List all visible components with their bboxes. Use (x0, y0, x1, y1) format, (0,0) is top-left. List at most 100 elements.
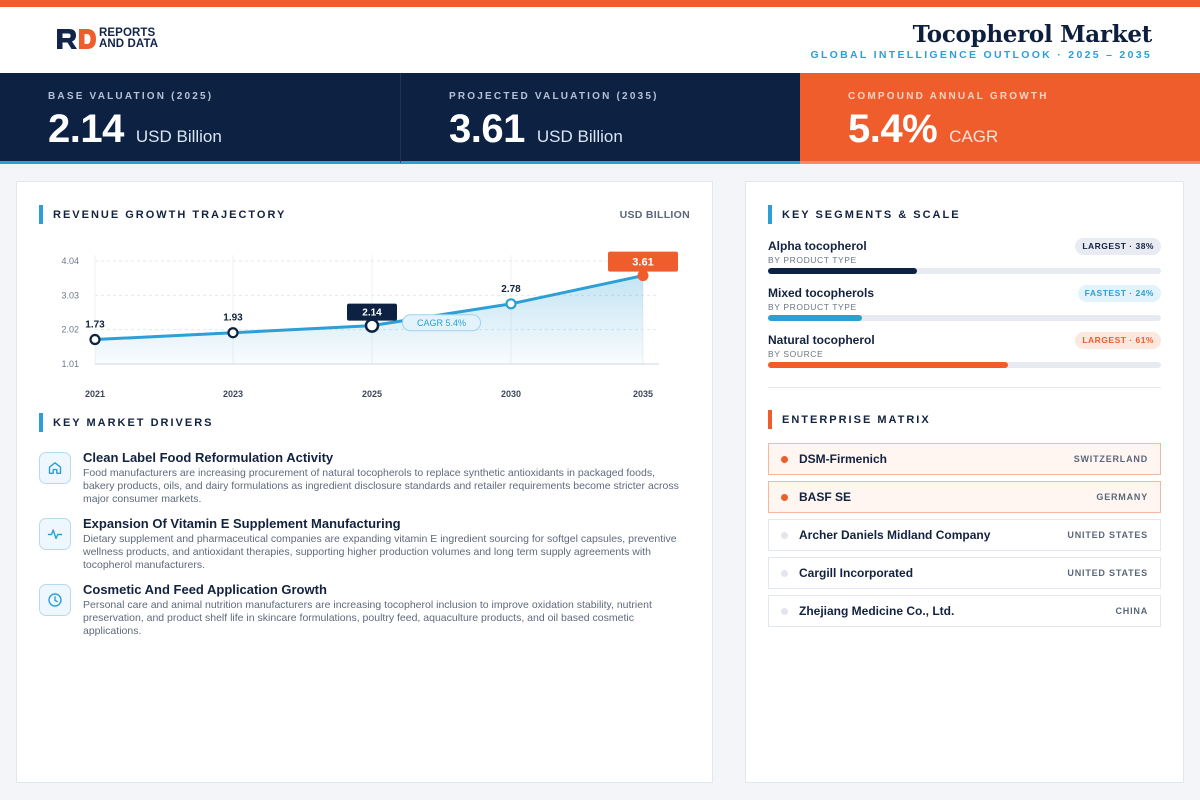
trajectory-title: REVENUE GROWTH TRAJECTORY (53, 208, 287, 221)
driver-description: Personal care and animal nutrition manuf… (83, 599, 652, 638)
driver-item: Clean Label Food Reformulation Activity … (39, 450, 689, 516)
company-country: UNITED STATES (1067, 530, 1148, 540)
segments-heading: KEY SEGMENTS & SCALE (768, 205, 961, 224)
kpi-unit: USD Billion (135, 127, 222, 146)
company-row: Zhejiang Medicine Co., Ltd. CHINA (768, 595, 1161, 627)
segment-category: BY PRODUCT TYPE (768, 302, 857, 312)
driver-title: Clean Label Food Reformulation Activity (83, 450, 334, 465)
segment-share-fill (768, 315, 863, 321)
matrix-title: ENTERPRISE MATRIX (782, 413, 931, 426)
segments-list: Alpha tocopherol BY PRODUCT TYPE LARGEST… (768, 238, 1161, 379)
data-point (227, 327, 239, 339)
page-header: REPORTS AND DATA Tocopherol Market GLOBA… (0, 7, 1200, 73)
drivers-heading: KEY MARKET DRIVERS (39, 413, 213, 432)
logo-line-1: REPORTS (99, 27, 156, 39)
trajectory-card: REVENUE GROWTH TRAJECTORY USD BILLION 4.… (16, 181, 713, 783)
driver-description: Food manufacturers are increasing procur… (83, 467, 679, 506)
section-accent-bar (39, 413, 43, 432)
segment-category: BY SOURCE (768, 349, 824, 359)
page-title: Tocopherol Market (912, 21, 1153, 48)
segment-share-track (768, 268, 1161, 274)
kpi-base-valuation: BASE VALUATION (2025) 2.14 USD Billion (0, 73, 400, 164)
segment-name: Alpha tocopherol (768, 239, 867, 253)
driver-title: Expansion Of Vitamin E Supplement Manufa… (83, 516, 401, 531)
data-point (505, 298, 517, 310)
company-name: Archer Daniels Midland Company (799, 528, 991, 542)
chart-area-fill (95, 275, 643, 364)
x-tick-label: 2035 (633, 389, 653, 399)
section-accent-bar (39, 205, 43, 224)
x-tick-label: 2025 (362, 389, 382, 399)
top-accent-strip (0, 0, 1200, 7)
data-point (637, 270, 649, 282)
y-tick-label: 3.03 (61, 290, 79, 300)
y-tick-label: 2.02 (61, 325, 79, 335)
revenue-line-chart: 4.04 3.03 2.02 1.01 2021 2023 2025 2030 2035 CAGR… (61, 251, 678, 399)
trajectory-heading: REVENUE GROWTH TRAJECTORY (39, 205, 286, 224)
segment-share-track (768, 315, 1161, 321)
data-label: 3.61 (632, 257, 653, 269)
segments-title: KEY SEGMENTS & SCALE (782, 208, 961, 221)
x-tick-label: 2030 (501, 389, 521, 399)
segment-item: Alpha tocopherol BY PRODUCT TYPE LARGEST… (768, 238, 1161, 285)
activity-icon (39, 518, 71, 550)
chart-unit-label: USD BILLION (619, 209, 690, 221)
kpi-label: PROJECTED VALUATION (2035) (449, 91, 659, 102)
data-label: 1.93 (223, 313, 243, 324)
kpi-value: 3.61 (449, 107, 525, 151)
brand-logo: REPORTS AND DATA (55, 27, 158, 51)
company-name: Cargill Incorporated (799, 566, 914, 580)
home-icon (39, 452, 71, 484)
company-name: BASF SE (799, 490, 852, 504)
segment-badge: FASTEST · 24% (1077, 285, 1161, 302)
company-name: Zhejiang Medicine Co., Ltd. (799, 604, 955, 618)
segment-share-fill (768, 362, 1008, 368)
data-label: 2.78 (501, 284, 521, 295)
data-point (364, 318, 380, 333)
company-name: DSM-Firmenich (799, 452, 888, 466)
segment-name: Natural tocopherol (768, 333, 875, 347)
segment-share-fill (768, 268, 918, 274)
enterprise-matrix: DSM-Firmenich SWITZERLAND BASF SE GERMAN… (768, 443, 1161, 633)
final-value-callout (608, 251, 678, 272)
data-label: 2.14 (362, 308, 382, 319)
company-marker (781, 456, 788, 463)
company-country: CHINA (1115, 606, 1148, 616)
company-marker (781, 494, 788, 501)
clock-icon (39, 584, 71, 616)
y-tick-label: 1.01 (61, 359, 79, 369)
driver-item: Expansion Of Vitamin E Supplement Manufa… (39, 516, 689, 582)
base-value-callout (347, 303, 397, 321)
logo-wordmark: REPORTS AND DATA (99, 27, 159, 50)
data-label: 1.73 (85, 320, 105, 331)
matrix-heading: ENTERPRISE MATRIX (768, 410, 931, 429)
kpi-value-group: 3.61 USD Billion (449, 107, 623, 152)
segment-item: Natural tocopherol BY SOURCE LARGEST · 6… (768, 332, 1161, 379)
company-row: BASF SE GERMANY (768, 481, 1161, 513)
driver-item: Cosmetic And Feed Application Growth Per… (39, 582, 689, 648)
section-divider (768, 387, 1161, 388)
segment-name: Mixed tocopherols (768, 286, 875, 300)
kpi-strip: BASE VALUATION (2025) 2.14 USD Billion P… (0, 73, 1200, 164)
cagr-label: CAGR 5.4% (417, 318, 466, 328)
company-country: UNITED STATES (1067, 568, 1148, 578)
company-country: GERMANY (1096, 492, 1148, 502)
company-marker (781, 532, 788, 539)
segment-category: BY PRODUCT TYPE (768, 255, 857, 265)
company-row: DSM-Firmenich SWITZERLAND (768, 443, 1161, 475)
kpi-value-group: 2.14 USD Billion (48, 107, 222, 152)
section-accent-bar (768, 410, 772, 429)
company-marker (781, 570, 788, 577)
kpi-unit: USD Billion (536, 127, 623, 146)
x-tick-label: 2023 (223, 389, 243, 399)
company-row: Cargill Incorporated UNITED STATES (768, 557, 1161, 589)
segment-badge: LARGEST · 61% (1075, 332, 1161, 349)
segment-badge: LARGEST · 38% (1075, 238, 1161, 255)
drivers-list: Clean Label Food Reformulation Activity … (39, 450, 689, 648)
company-row: Archer Daniels Midland Company UNITED ST… (768, 519, 1161, 551)
kpi-unit: CAGR (949, 127, 999, 146)
segment-item: Mixed tocopherols BY PRODUCT TYPE FASTES… (768, 285, 1161, 332)
kpi-value: 2.14 (48, 107, 124, 151)
driver-title: Cosmetic And Feed Application Growth (83, 582, 327, 597)
logo-line-2: AND DATA (99, 38, 159, 50)
